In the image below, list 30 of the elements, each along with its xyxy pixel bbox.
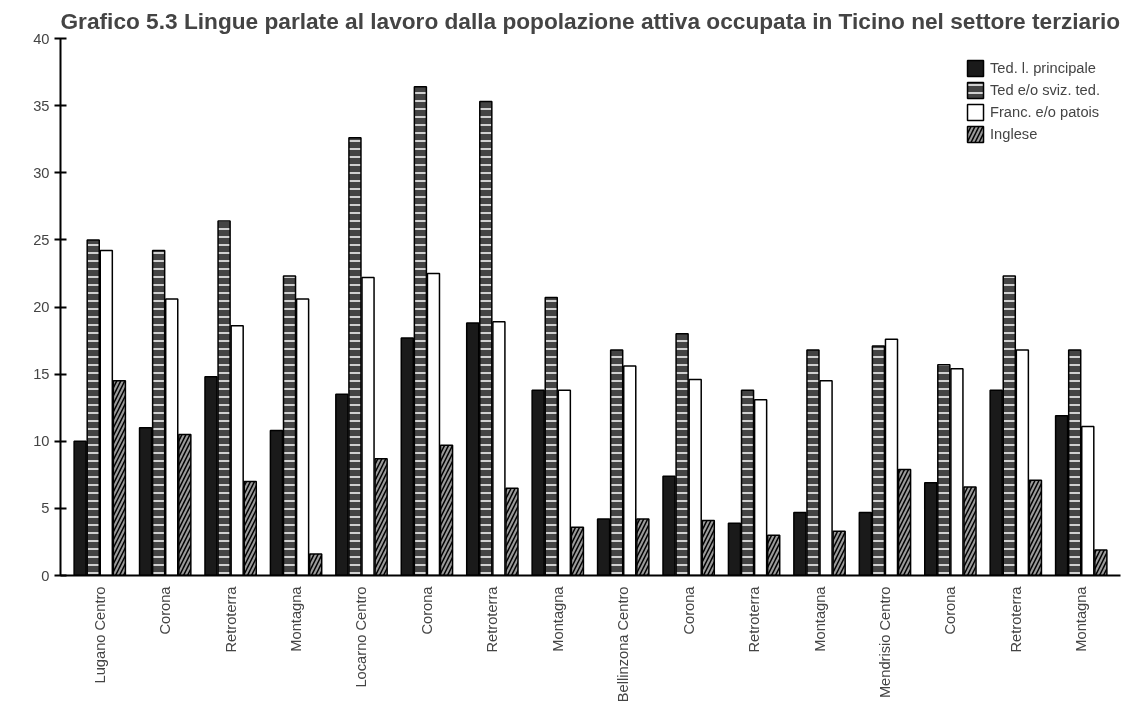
x-tick-label: Corona bbox=[157, 585, 174, 635]
y-tick-label: 0 bbox=[41, 567, 50, 584]
legend-label: Ted e/o sviz. ted. bbox=[990, 82, 1100, 98]
y-tick-label: 20 bbox=[33, 299, 50, 315]
chart-title: Grafico 5.3 Lingue parlate al lavoro dalla popolazione attiva occupata in Ticino nel settore terziario bbox=[60, 7, 1121, 34]
y-tick-label: 25 bbox=[33, 231, 50, 248]
x-tick-label: Corona bbox=[680, 585, 697, 635]
x-tick-label: Montagna bbox=[549, 585, 566, 652]
legend-label: Ted. l. principale bbox=[990, 60, 1096, 76]
legend-label: Franc. e/o patois bbox=[990, 104, 1100, 120]
x-tick-label: Retroterra bbox=[1007, 585, 1024, 653]
y-tick-label: 40 bbox=[33, 30, 50, 47]
y-tick-label: 35 bbox=[33, 97, 50, 114]
y-tick-label: 5 bbox=[41, 500, 50, 517]
x-tick-label: Montagna bbox=[811, 585, 828, 652]
x-tick-label: Mendrisio Centro bbox=[876, 586, 893, 699]
x-tick-label: Bellinzona Centro bbox=[615, 586, 632, 703]
x-tick-label: Retroterra bbox=[746, 585, 763, 653]
x-tick-label: Corona bbox=[418, 585, 435, 635]
x-tick-label: Retroterra bbox=[484, 585, 501, 653]
y-tick-label: 15 bbox=[33, 366, 50, 383]
y-tick-label: 30 bbox=[33, 164, 50, 181]
x-tick-label: Lugano Centro bbox=[91, 586, 108, 684]
y-tick-label: 10 bbox=[33, 433, 50, 450]
x-tick-label: Montagna bbox=[288, 585, 305, 652]
x-tick-label: Montagna bbox=[1073, 585, 1090, 652]
legend-label: Inglese bbox=[990, 126, 1038, 142]
x-tick-label: Locarno Centro bbox=[353, 586, 370, 688]
x-tick-label: Retroterra bbox=[222, 585, 239, 653]
x-tick-label: Corona bbox=[942, 585, 959, 635]
